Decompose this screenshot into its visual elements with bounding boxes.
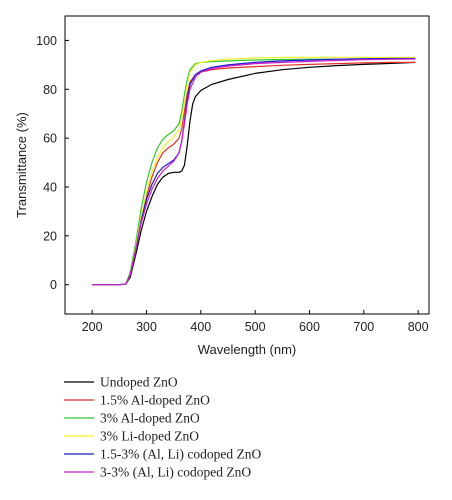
y-tick-label: 40 [43, 180, 57, 194]
x-tick-label: 700 [353, 320, 374, 334]
x-tick-label: 400 [190, 320, 211, 334]
x-tick-label: 800 [408, 320, 429, 334]
legend-label: Undoped ZnO [100, 375, 178, 390]
series-line-6 [92, 58, 416, 286]
y-tick-label: 20 [43, 229, 57, 243]
y-tick-label: 0 [50, 278, 57, 292]
x-tick-label: 500 [245, 320, 266, 334]
x-axis-title: Wavelength (nm) [198, 342, 297, 357]
legend: Undoped ZnO 1.5% Al-doped ZnO 3% Al-doped … [64, 375, 261, 480]
legend-label: 3% Al-doped ZnO [100, 411, 200, 426]
series-line-2 [92, 61, 416, 286]
series-line-4 [92, 56, 416, 286]
legend-label: 1.5-3% (Al, Li) codoped ZnO [100, 447, 261, 462]
x-tick-label: 200 [82, 320, 103, 334]
legend-label: 3-3% (Al, Li) codoped ZnO [100, 465, 251, 480]
plot-frame [64, 15, 430, 315]
series-line-3 [92, 58, 416, 286]
x-tick-label: 600 [299, 320, 320, 334]
y-axis-ticks: 0 20 40 60 80 100 [36, 34, 69, 292]
y-axis-title: Transmittance (%) [14, 112, 29, 218]
x-tick-label: 300 [136, 320, 157, 334]
legend-label: 3% Li-doped ZnO [100, 429, 199, 444]
y-tick-label: 100 [36, 34, 57, 48]
y-tick-label: 80 [43, 83, 57, 97]
x-axis-ticks: 200 300 400 500 600 700 800 [82, 310, 429, 334]
y-tick-label: 60 [43, 132, 57, 146]
series-line-1 [92, 61, 416, 286]
series-lines [92, 56, 416, 286]
series-line-5 [92, 57, 416, 286]
legend-label: 1.5% Al-doped ZnO [100, 393, 210, 408]
